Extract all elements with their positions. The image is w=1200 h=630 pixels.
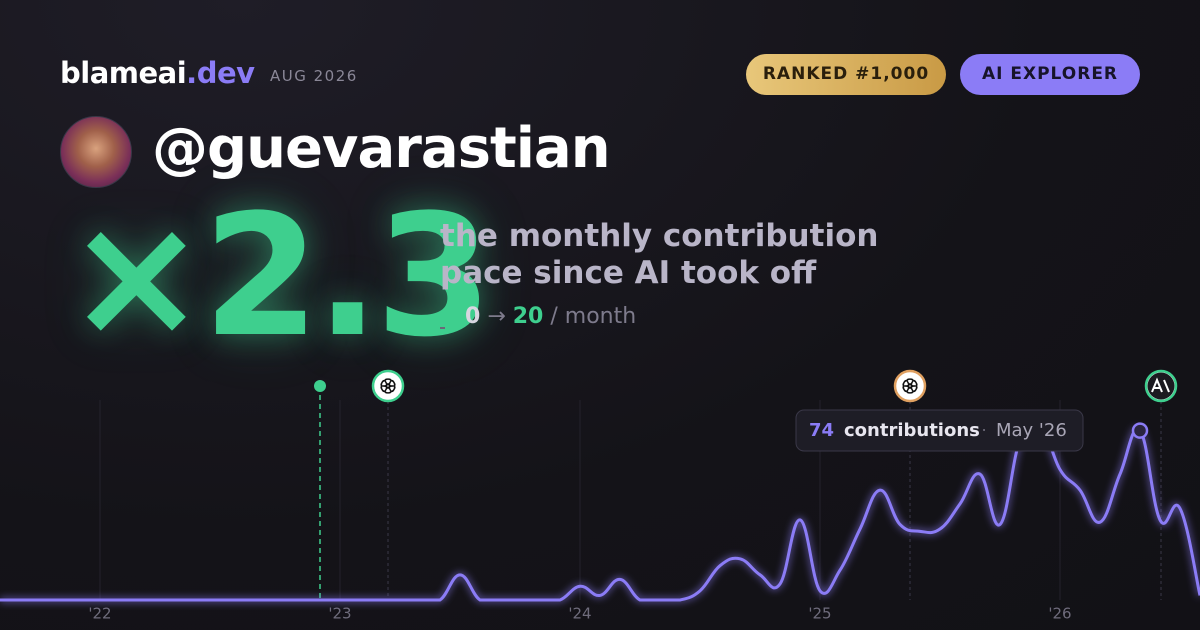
tooltip-separator: ·: [981, 421, 986, 440]
x-tick-label: '25: [808, 605, 831, 623]
x-tick-label: '23: [328, 605, 351, 623]
description: pace since AI took off: [440, 255, 817, 291]
x-tick-label: '22: [88, 605, 111, 623]
event-icon-bg: [1147, 372, 1175, 400]
pace-to: 20: [512, 304, 544, 329]
icon-petal: [906, 378, 918, 387]
tooltip-box: [795, 409, 1084, 452]
unit: / month: [550, 304, 637, 329]
arrow: →: [487, 304, 506, 329]
contribution-line: [0, 419, 1200, 602]
tooltip-value: 74: [809, 420, 834, 441]
avatar: [60, 116, 132, 188]
ai-start-dot: [314, 380, 326, 392]
x-tick-label: '24: [568, 605, 591, 623]
event-icon-bg: [893, 369, 927, 403]
handle: @guevarastian: [152, 116, 611, 181]
icon: [440, 327, 445, 329]
pace-from: 0: [465, 304, 481, 329]
highlight-dot: [1131, 422, 1149, 439]
brand-suffix: .dev: [186, 56, 255, 90]
brand: blameai.dev: [60, 56, 255, 90]
date: AUG 2026: [270, 67, 358, 85]
tier-badge: AI EXPLORER: [960, 54, 1140, 95]
icon-petal: [384, 378, 396, 387]
icon-glyph: [1151, 377, 1170, 393]
x-tick-label: '26: [1048, 605, 1071, 623]
icon: [451, 307, 457, 325]
description: the monthly contribution: [440, 218, 879, 254]
event-icon-bg: [371, 369, 405, 403]
pace-stats: 0 → 20 / month: [440, 304, 636, 329]
tooltip-label: contributions: [844, 420, 980, 441]
multiplier: ×2.3: [66, 178, 492, 374]
brand-name: blameai: [60, 56, 187, 90]
rank-badge: RANKED #1,000: [746, 54, 946, 95]
tooltip-date: May '26: [996, 420, 1067, 441]
